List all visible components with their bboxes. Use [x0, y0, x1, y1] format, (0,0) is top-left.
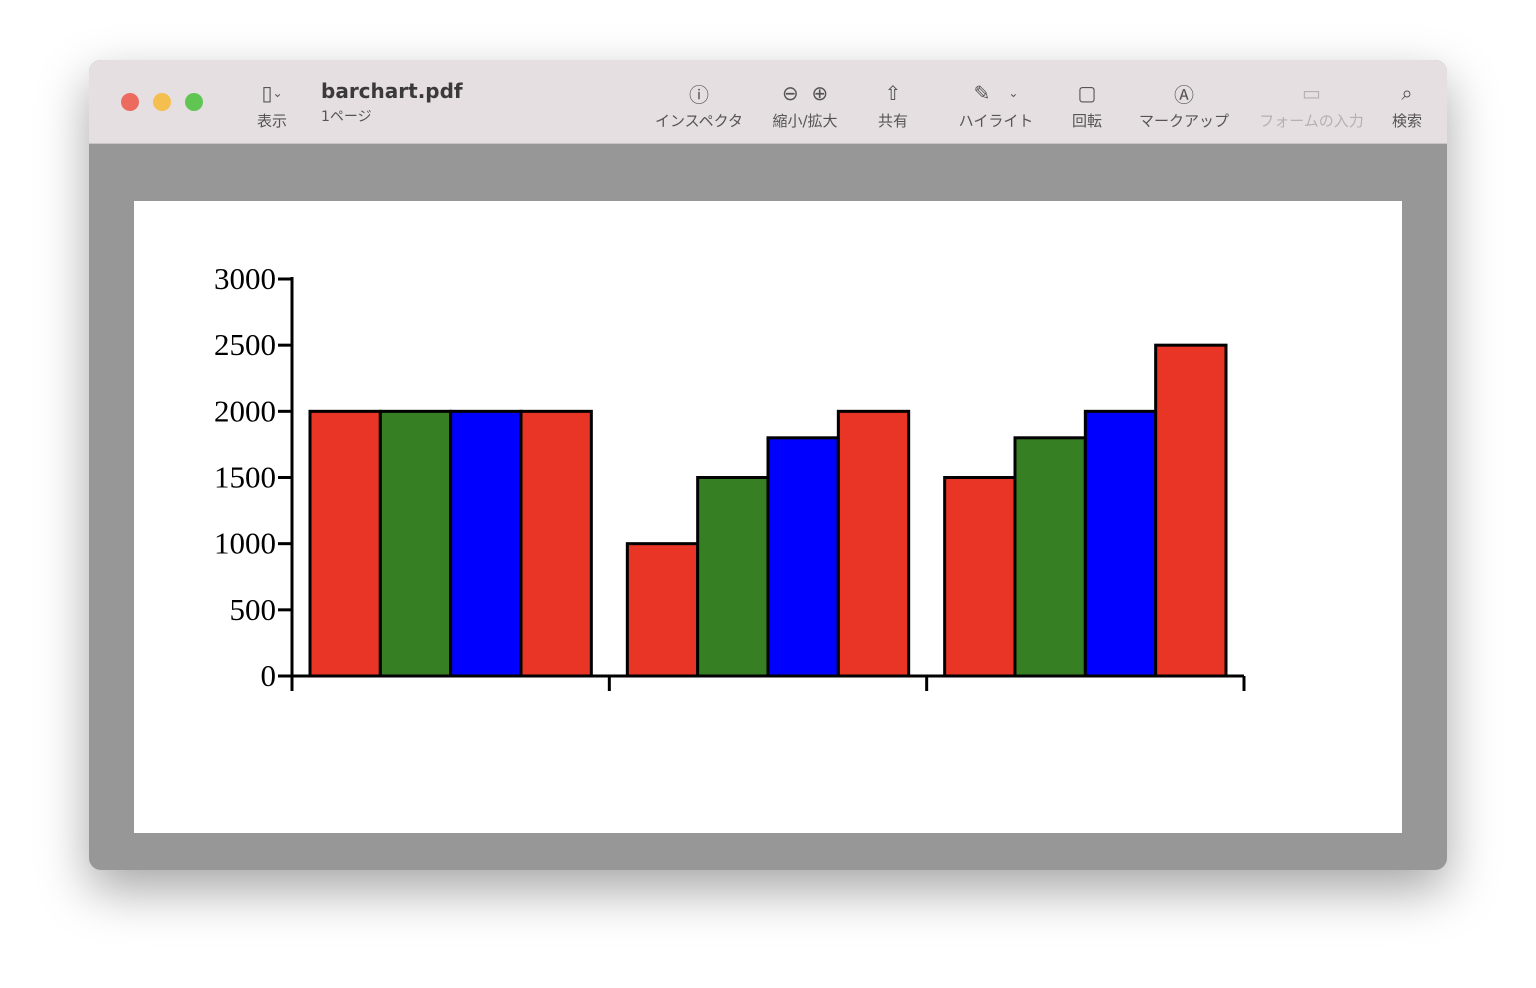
share-button[interactable]: ⇧ 共有: [863, 78, 923, 131]
bar: [836, 409, 911, 678]
highlight-button[interactable]: ✎ ⌄ ハイライト: [953, 78, 1039, 131]
y-tick-label: 500: [230, 592, 277, 627]
bar-chart: 0 500 1000 1500 2000 2500 3000: [214, 261, 1246, 693]
bar: [1013, 436, 1087, 678]
share-icon: ⇧: [884, 81, 902, 105]
document-title: barchart.pdf: [321, 79, 463, 103]
y-tick-label: 3000: [214, 261, 276, 296]
pdf-page: 0 500 1000 1500 2000 2500 3000: [134, 201, 1402, 833]
page-count: 1ページ: [321, 109, 372, 125]
minimize-button[interactable]: [153, 93, 171, 111]
pencil-icon: ✎ ⌄: [973, 81, 1019, 105]
markup-icon: Ⓐ: [1174, 82, 1194, 107]
y-tick-label: 2500: [214, 327, 276, 362]
y-tick-label: 0: [261, 658, 277, 693]
close-button[interactable]: [121, 93, 139, 111]
bar: [766, 436, 840, 678]
y-tick-label: 2000: [214, 393, 276, 428]
form-fill-button[interactable]: ▭ フォームの入力: [1254, 78, 1369, 131]
y-tick-label: 1000: [214, 526, 276, 561]
view-button[interactable]: ▯ ⌄ 表示: [244, 78, 300, 131]
search-icon: ⌕: [1401, 81, 1413, 105]
rotate-icon: ▢: [1077, 81, 1097, 105]
inspector-button[interactable]: ⓘ インスペクタ: [649, 78, 749, 131]
bar: [378, 409, 453, 678]
bar: [696, 476, 770, 678]
bar: [1154, 343, 1228, 678]
sidebar-icon: ▯ ⌄: [261, 81, 283, 105]
form-icon: ▭: [1302, 81, 1321, 105]
toolbar: ▯ ⌄ 表示 barchart.pdf 1ページ ⓘ インスペクタ ⊖ ⊕ 縮小…: [89, 60, 1447, 144]
preview-window: ▯ ⌄ 表示 barchart.pdf 1ページ ⓘ インスペクタ ⊖ ⊕ 縮小…: [89, 60, 1447, 870]
bar: [1083, 409, 1158, 678]
bar: [943, 476, 1017, 678]
bar: [519, 409, 593, 678]
bar: [308, 409, 382, 678]
bar: [625, 542, 700, 678]
zoom-in-icon[interactable]: ⊕: [811, 81, 829, 105]
markup-button[interactable]: Ⓐ マークアップ: [1134, 78, 1234, 131]
bar: [449, 409, 523, 678]
search-button[interactable]: ⌕ 検索: [1385, 78, 1429, 131]
rotate-button[interactable]: ▢ 回転: [1057, 78, 1117, 131]
chevron-down-icon: ⌄: [1008, 86, 1019, 100]
y-tick-label: 1500: [214, 460, 276, 495]
zoom-out-icon[interactable]: ⊖: [781, 81, 799, 105]
zoom-button[interactable]: ⊖ ⊕ 縮小/拡大: [772, 81, 838, 130]
maximize-button[interactable]: [185, 93, 203, 111]
info-icon: ⓘ: [689, 82, 709, 107]
